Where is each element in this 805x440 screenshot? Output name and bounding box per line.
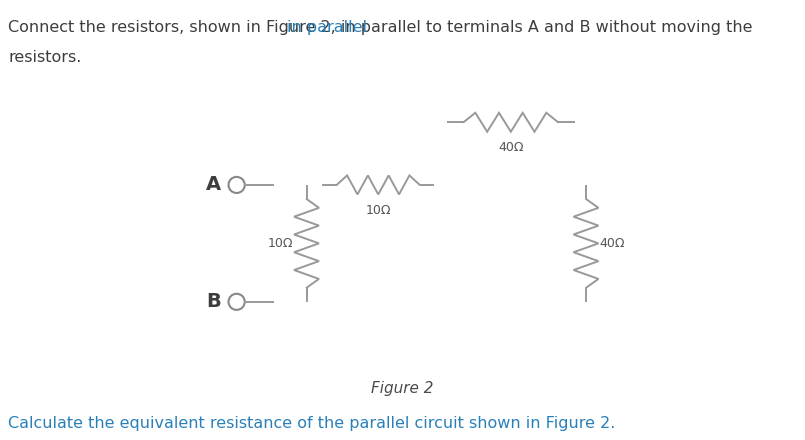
Text: in parallel: in parallel	[287, 20, 367, 35]
Text: Connect the resistors, shown in Figure 2, in parallel to terminals A and B witho: Connect the resistors, shown in Figure 2…	[8, 20, 753, 35]
Text: Calculate the equivalent resistance of the parallel circuit shown in Figure 2.: Calculate the equivalent resistance of t…	[8, 416, 616, 431]
Text: 10Ω: 10Ω	[267, 237, 293, 250]
Text: Figure 2: Figure 2	[371, 381, 434, 396]
Text: resistors.: resistors.	[8, 50, 81, 65]
Text: 40Ω: 40Ω	[600, 237, 625, 250]
Text: 10Ω: 10Ω	[365, 204, 391, 216]
Text: 40Ω: 40Ω	[498, 141, 523, 154]
Text: B: B	[206, 292, 221, 312]
Text: A: A	[206, 176, 221, 194]
